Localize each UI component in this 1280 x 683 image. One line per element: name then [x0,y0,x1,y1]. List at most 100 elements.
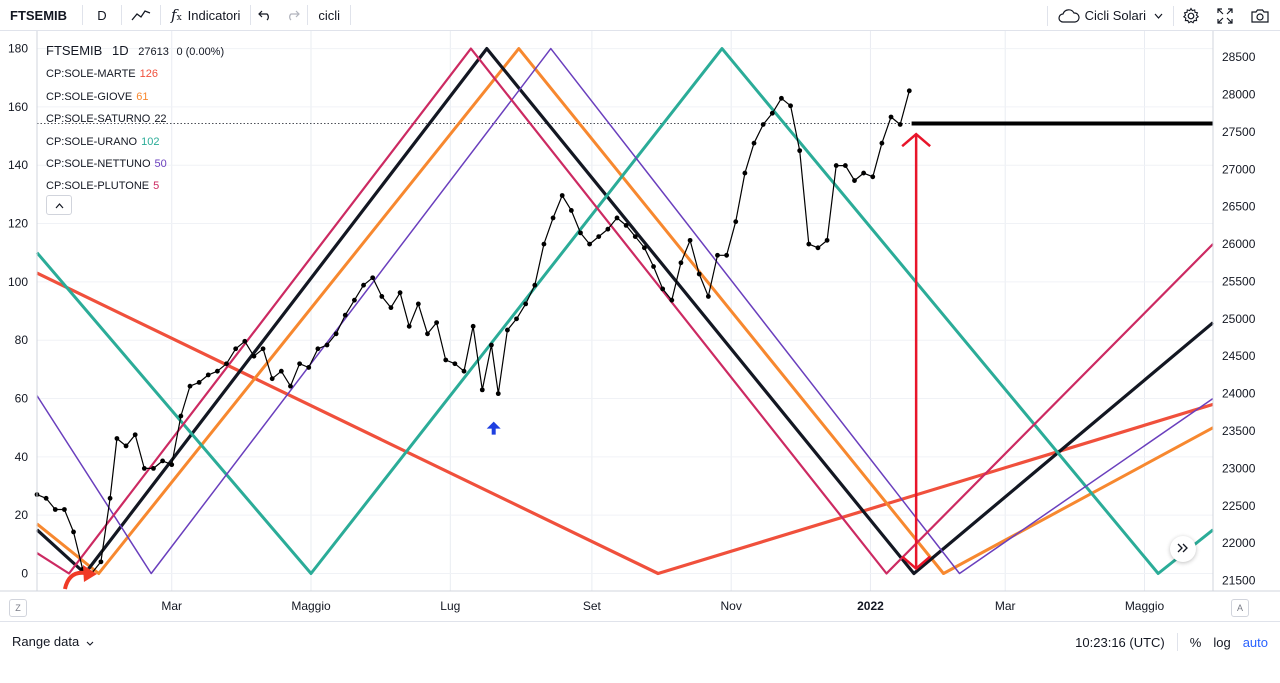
price-point [233,346,239,352]
percent-toggle[interactable]: % [1189,634,1202,650]
toolbar-divider [1046,5,1048,26]
undo-button[interactable] [251,0,279,31]
price-point [523,301,529,307]
price-point [461,368,467,374]
price-point [151,465,156,471]
fullscreen-button[interactable] [1208,0,1242,31]
redo-icon [286,9,301,21]
settings-button[interactable] [1174,0,1208,31]
price-point [833,163,839,168]
right-tick-label: 28500 [1222,50,1256,64]
series-line-cp-sole-plutone [36,47,1214,575]
x-tick-label: 2022 [857,599,884,613]
right-tick-label: 24000 [1222,387,1256,401]
price-point [687,237,693,243]
legend-item-marte[interactable]: CP:SOLE-MARTE 126 [46,63,224,85]
price-point [806,241,812,247]
toolbar-divider [250,5,252,25]
timezone-label: Z [15,603,21,613]
price-point [678,260,684,266]
price-point [62,507,67,512]
price-point [470,323,476,329]
price-point [642,245,647,251]
price-point [779,95,784,101]
indicators-button[interactable]: fx Indicatori [161,0,250,31]
snapshot-button[interactable] [1242,0,1280,31]
price-point [443,357,449,363]
price-point [315,346,321,352]
price-point [107,495,113,501]
legend-item-giove[interactable]: CP:SOLE-GIOVE 61 [46,86,224,108]
red-arrow-head-top [901,132,931,148]
legend-item-value: 61 [136,90,149,103]
legend-interval: 1D [111,43,129,58]
layout-name-button[interactable]: cicli [308,0,350,31]
interval-label: D [97,7,107,23]
date-range-button[interactable]: Range data [12,634,94,649]
symbol-search-button[interactable]: FTSEMIB [0,0,82,31]
left-tick-label: 180 [8,42,28,56]
auto-scale-button[interactable]: A [1231,599,1249,617]
price-point [842,163,848,168]
chart-style-button[interactable] [122,0,160,31]
price-point [906,88,912,94]
legend-item-value: 5 [153,180,160,193]
timezone-toggle-button[interactable]: Z [9,599,27,617]
line-chart-icon [131,8,151,22]
price-point [278,368,284,374]
right-tick-label: 27500 [1222,125,1256,139]
right-tick-label: 22500 [1222,499,1256,513]
chart-canvas[interactable]: Mar Maggio Lug Set Nov 2022 Mar Maggio 0 20 40 60 80… [0,31,1280,621]
legend-title-row[interactable]: FTSEMIB 1D 27613 0 (0.00%) [46,40,224,63]
legend-item-plutone[interactable]: CP:SOLE-PLUTONE 5 [46,175,224,197]
price-point [705,294,711,299]
legend-item-urano[interactable]: CP:SOLE-URANO 102 [46,131,224,153]
price-point [178,413,184,419]
toolbar-divider [307,5,309,25]
price-point [297,361,303,367]
curved-arrow-stroke [63,570,86,590]
auto-toggle[interactable]: auto [1242,634,1268,650]
indicators-label: Indicatori [187,7,241,23]
price-point [169,462,175,468]
grid [37,31,1213,591]
legend-collapse-button[interactable] [46,195,72,215]
left-tick-label: 80 [15,333,29,347]
price-point [559,193,565,198]
undo-icon [258,9,272,21]
blue-up-arrow [486,421,501,435]
price-point [870,174,876,180]
fullscreen-icon [1216,7,1234,25]
redo-button[interactable] [279,0,307,31]
price-point [888,114,894,120]
right-tick-label: 26500 [1222,200,1256,214]
price-point [397,290,403,296]
right-tick-label: 28000 [1222,88,1256,102]
legend-item-saturno[interactable]: CP:SOLE-SATURNO 22 [46,108,224,130]
price-point [288,383,293,389]
left-tick-label: 0 [21,567,28,581]
scroll-to-realtime-button[interactable] [1170,536,1196,562]
price-point [342,312,348,318]
chevron-up-icon [55,196,64,214]
chevron-down-icon [1154,13,1163,19]
clock-label[interactable]: 10:23:16 (UTC) [1075,634,1165,650]
x-tick-label: Mar [995,599,1016,613]
legend-item-nettuno[interactable]: CP:SOLE-NETTUNO 50 [46,153,224,175]
price-point [696,271,702,277]
toolbar-divider [160,5,161,25]
price-point [623,222,629,228]
legend-item-value: 102 [141,135,160,148]
price-point [132,432,138,438]
interval-button[interactable]: D [83,0,121,31]
chart-area[interactable]: Mar Maggio Lug Set Nov 2022 Mar Maggio 0 20 40 60 80… [0,31,1280,621]
x-tick-label: Lug [440,599,460,613]
series-layer [34,47,1215,576]
left-tick-label: 40 [15,450,29,464]
price-point [541,241,547,247]
log-toggle[interactable]: log [1213,634,1231,650]
gear-icon [1182,6,1200,25]
template-button[interactable]: Cicli Solari [1048,0,1173,31]
price-point [489,342,494,348]
price-point [114,436,120,441]
